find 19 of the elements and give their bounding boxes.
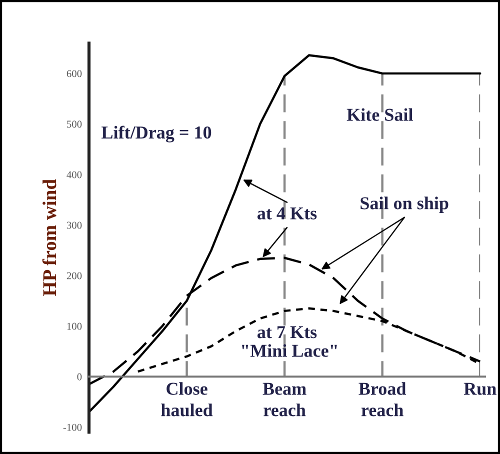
annotation: "Mini Lace" <box>242 344 337 357</box>
y-tick-label: 500 <box>67 120 82 128</box>
annotation: Sail on ship <box>360 196 448 214</box>
y-axis-title: HP from wind <box>42 179 56 296</box>
x-tick-label: Run <box>464 382 496 395</box>
x-tick-label: Beam reach <box>262 382 306 416</box>
annotation: Kite Sail <box>346 108 413 121</box>
y-tick-label: 600 <box>66 70 82 78</box>
y-tick-label: 200 <box>66 272 82 280</box>
x-tick-label: Broad reach <box>358 382 406 416</box>
y-tick-label: 300 <box>66 222 82 229</box>
annotation: at 7 Kts <box>257 326 317 338</box>
annotation: at 4 Kts <box>257 207 317 220</box>
x-tick-label: Close hauled <box>161 382 213 416</box>
y-tick-label: -100 <box>63 424 82 431</box>
y-tick-label: 400 <box>66 171 82 178</box>
annotation: Lift/Drag = 10 <box>102 126 212 142</box>
y-tick-label: 0 <box>77 373 82 380</box>
y-tick-label: 100 <box>67 322 82 330</box>
